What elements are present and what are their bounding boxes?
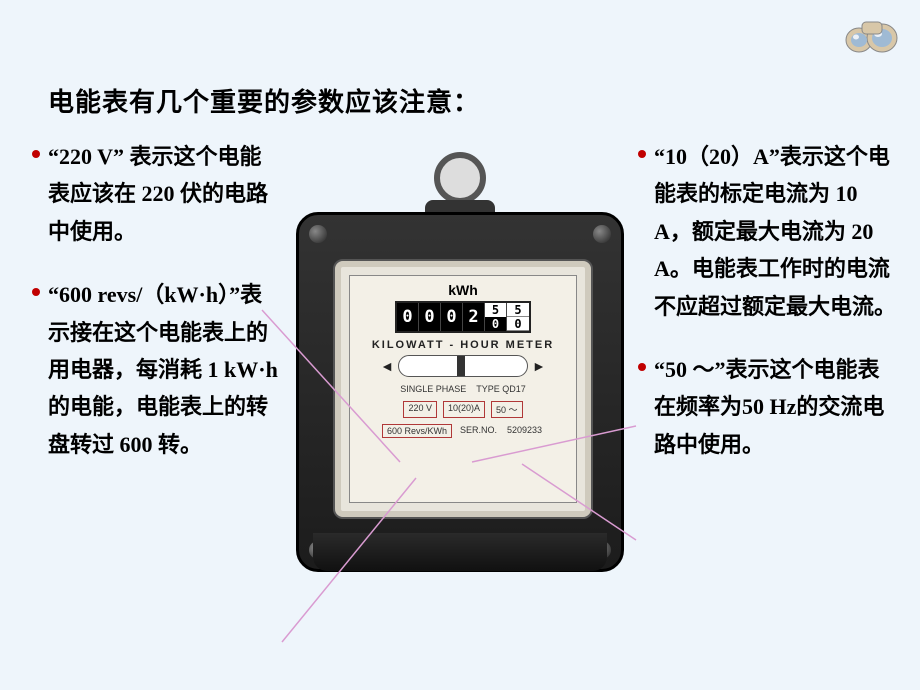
meter-name-label: KILOWATT - HOUR METER <box>350 339 576 351</box>
meter-odometer: 0 0 0 2 5 0 5 0 <box>395 301 531 333</box>
arrow-right-icon: ► <box>532 358 546 374</box>
binoculars-icon <box>842 12 902 57</box>
odometer-digit: 0 <box>441 303 463 331</box>
bullet-revs-text: “600 revs/（kW·h）”表示接在这个电能表上的用电器，每消耗 1 kW… <box>48 282 278 457</box>
meter-face: kWh 0 0 0 2 5 0 5 0 KILOWATT - HOUR METE… <box>333 259 593 519</box>
spec-freq: 50 ～ <box>491 401 523 418</box>
bullet-current: “10（20）A”表示这个电能表的标定电流为 10 A，额定最大电流为 20 A… <box>638 138 898 325</box>
spec-revs: 600 Revs/KWh <box>382 424 452 438</box>
spec-voltage: 220 V <box>403 401 437 418</box>
odometer-digit: 0 <box>419 303 441 331</box>
meter-illustration: kWh 0 0 0 2 5 0 5 0 KILOWATT - HOUR METE… <box>290 152 630 582</box>
meter-case: kWh 0 0 0 2 5 0 5 0 KILOWATT - HOUR METE… <box>296 212 624 572</box>
spec-type: TYPE QD17 <box>474 383 528 395</box>
spec-single-phase: SINGLE PHASE <box>398 383 468 395</box>
spec-row-2: 220 V 10(20)A 50 ～ <box>350 401 576 418</box>
bullet-revs: “600 revs/（kW·h）”表示接在这个电能表上的用电器，每消耗 1 kW… <box>32 276 282 463</box>
odometer-digit: 5 0 <box>507 303 529 331</box>
bullet-dot-icon <box>32 288 40 296</box>
page-title: 电能表有几个重要的参数应该注意： <box>48 82 480 119</box>
spec-row-3: 600 Revs/KWh SER.NO. 5209233 <box>350 424 576 438</box>
screw-icon <box>593 225 611 243</box>
right-column: “10（20）A”表示这个电能表的标定电流为 10 A，额定最大电流为 20 A… <box>638 138 898 489</box>
spec-row-1: SINGLE PHASE TYPE QD17 <box>350 383 576 395</box>
odometer-digit: 5 0 <box>485 303 507 331</box>
arrow-left-icon: ◄ <box>380 358 394 374</box>
bullet-dot-icon <box>32 150 40 158</box>
bullet-dot-icon <box>638 363 646 371</box>
odometer-digit: 0 <box>397 303 419 331</box>
terminal-cover <box>313 533 607 571</box>
spec-serial-value: 5209233 <box>505 424 544 438</box>
bullet-voltage: “220 V” 表示这个电能表应该在 220 伏的电路中使用。 <box>32 138 282 250</box>
spec-serial-label: SER.NO. <box>458 424 499 438</box>
odometer-digit: 2 <box>463 303 485 331</box>
meter-disc <box>398 355 528 377</box>
bullet-dot-icon <box>638 150 646 158</box>
bullet-current-text: “10（20）A”表示这个电能表的标定电流为 10 A，额定最大电流为 20 A… <box>654 144 896 319</box>
bullet-freq-text: “50 ～”表示这个电能表在频率为50 Hz的交流电路中使用。 <box>654 357 884 457</box>
bullet-freq: “50 ～”表示这个电能表在频率为50 Hz的交流电路中使用。 <box>638 351 898 463</box>
spec-current: 10(20)A <box>443 401 485 418</box>
bullet-voltage-text: “220 V” 表示这个电能表应该在 220 伏的电路中使用。 <box>48 144 268 244</box>
meter-disc-row: ◄ ► <box>350 355 576 377</box>
kwh-label: kWh <box>350 282 576 298</box>
left-column: “220 V” 表示这个电能表应该在 220 伏的电路中使用。 “600 rev… <box>32 138 282 489</box>
screw-icon <box>309 225 327 243</box>
